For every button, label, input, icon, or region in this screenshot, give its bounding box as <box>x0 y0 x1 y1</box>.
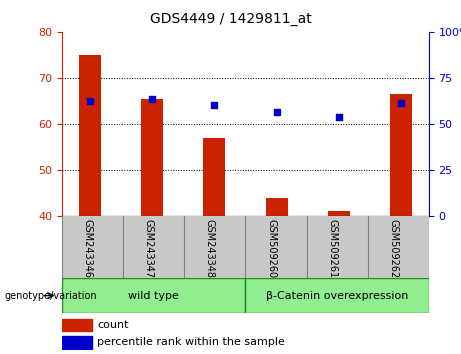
Text: GSM509262: GSM509262 <box>388 219 398 278</box>
Point <box>335 114 343 120</box>
Bar <box>266 198 288 216</box>
Point <box>148 96 156 102</box>
Text: wild type: wild type <box>129 291 179 301</box>
Bar <box>141 98 163 216</box>
Text: GDS4449 / 1429811_at: GDS4449 / 1429811_at <box>150 12 311 27</box>
Bar <box>245 278 429 313</box>
Bar <box>62 278 245 313</box>
Point <box>86 98 94 104</box>
Bar <box>328 211 350 216</box>
Bar <box>390 94 412 216</box>
Bar <box>62 319 92 331</box>
Text: count: count <box>97 320 129 330</box>
Point <box>211 103 218 108</box>
Text: GSM243346: GSM243346 <box>83 219 93 278</box>
Text: percentile rank within the sample: percentile rank within the sample <box>97 337 285 348</box>
Bar <box>79 55 100 216</box>
Text: β-Catenin overexpression: β-Catenin overexpression <box>266 291 408 301</box>
Text: GSM243348: GSM243348 <box>205 219 215 278</box>
Bar <box>62 336 92 349</box>
Point <box>397 101 405 106</box>
Text: GSM509261: GSM509261 <box>327 219 337 278</box>
Text: GSM509260: GSM509260 <box>266 219 276 278</box>
Bar <box>203 138 225 216</box>
Text: GSM243347: GSM243347 <box>144 219 154 278</box>
Text: genotype/variation: genotype/variation <box>5 291 97 301</box>
Point <box>273 110 280 115</box>
